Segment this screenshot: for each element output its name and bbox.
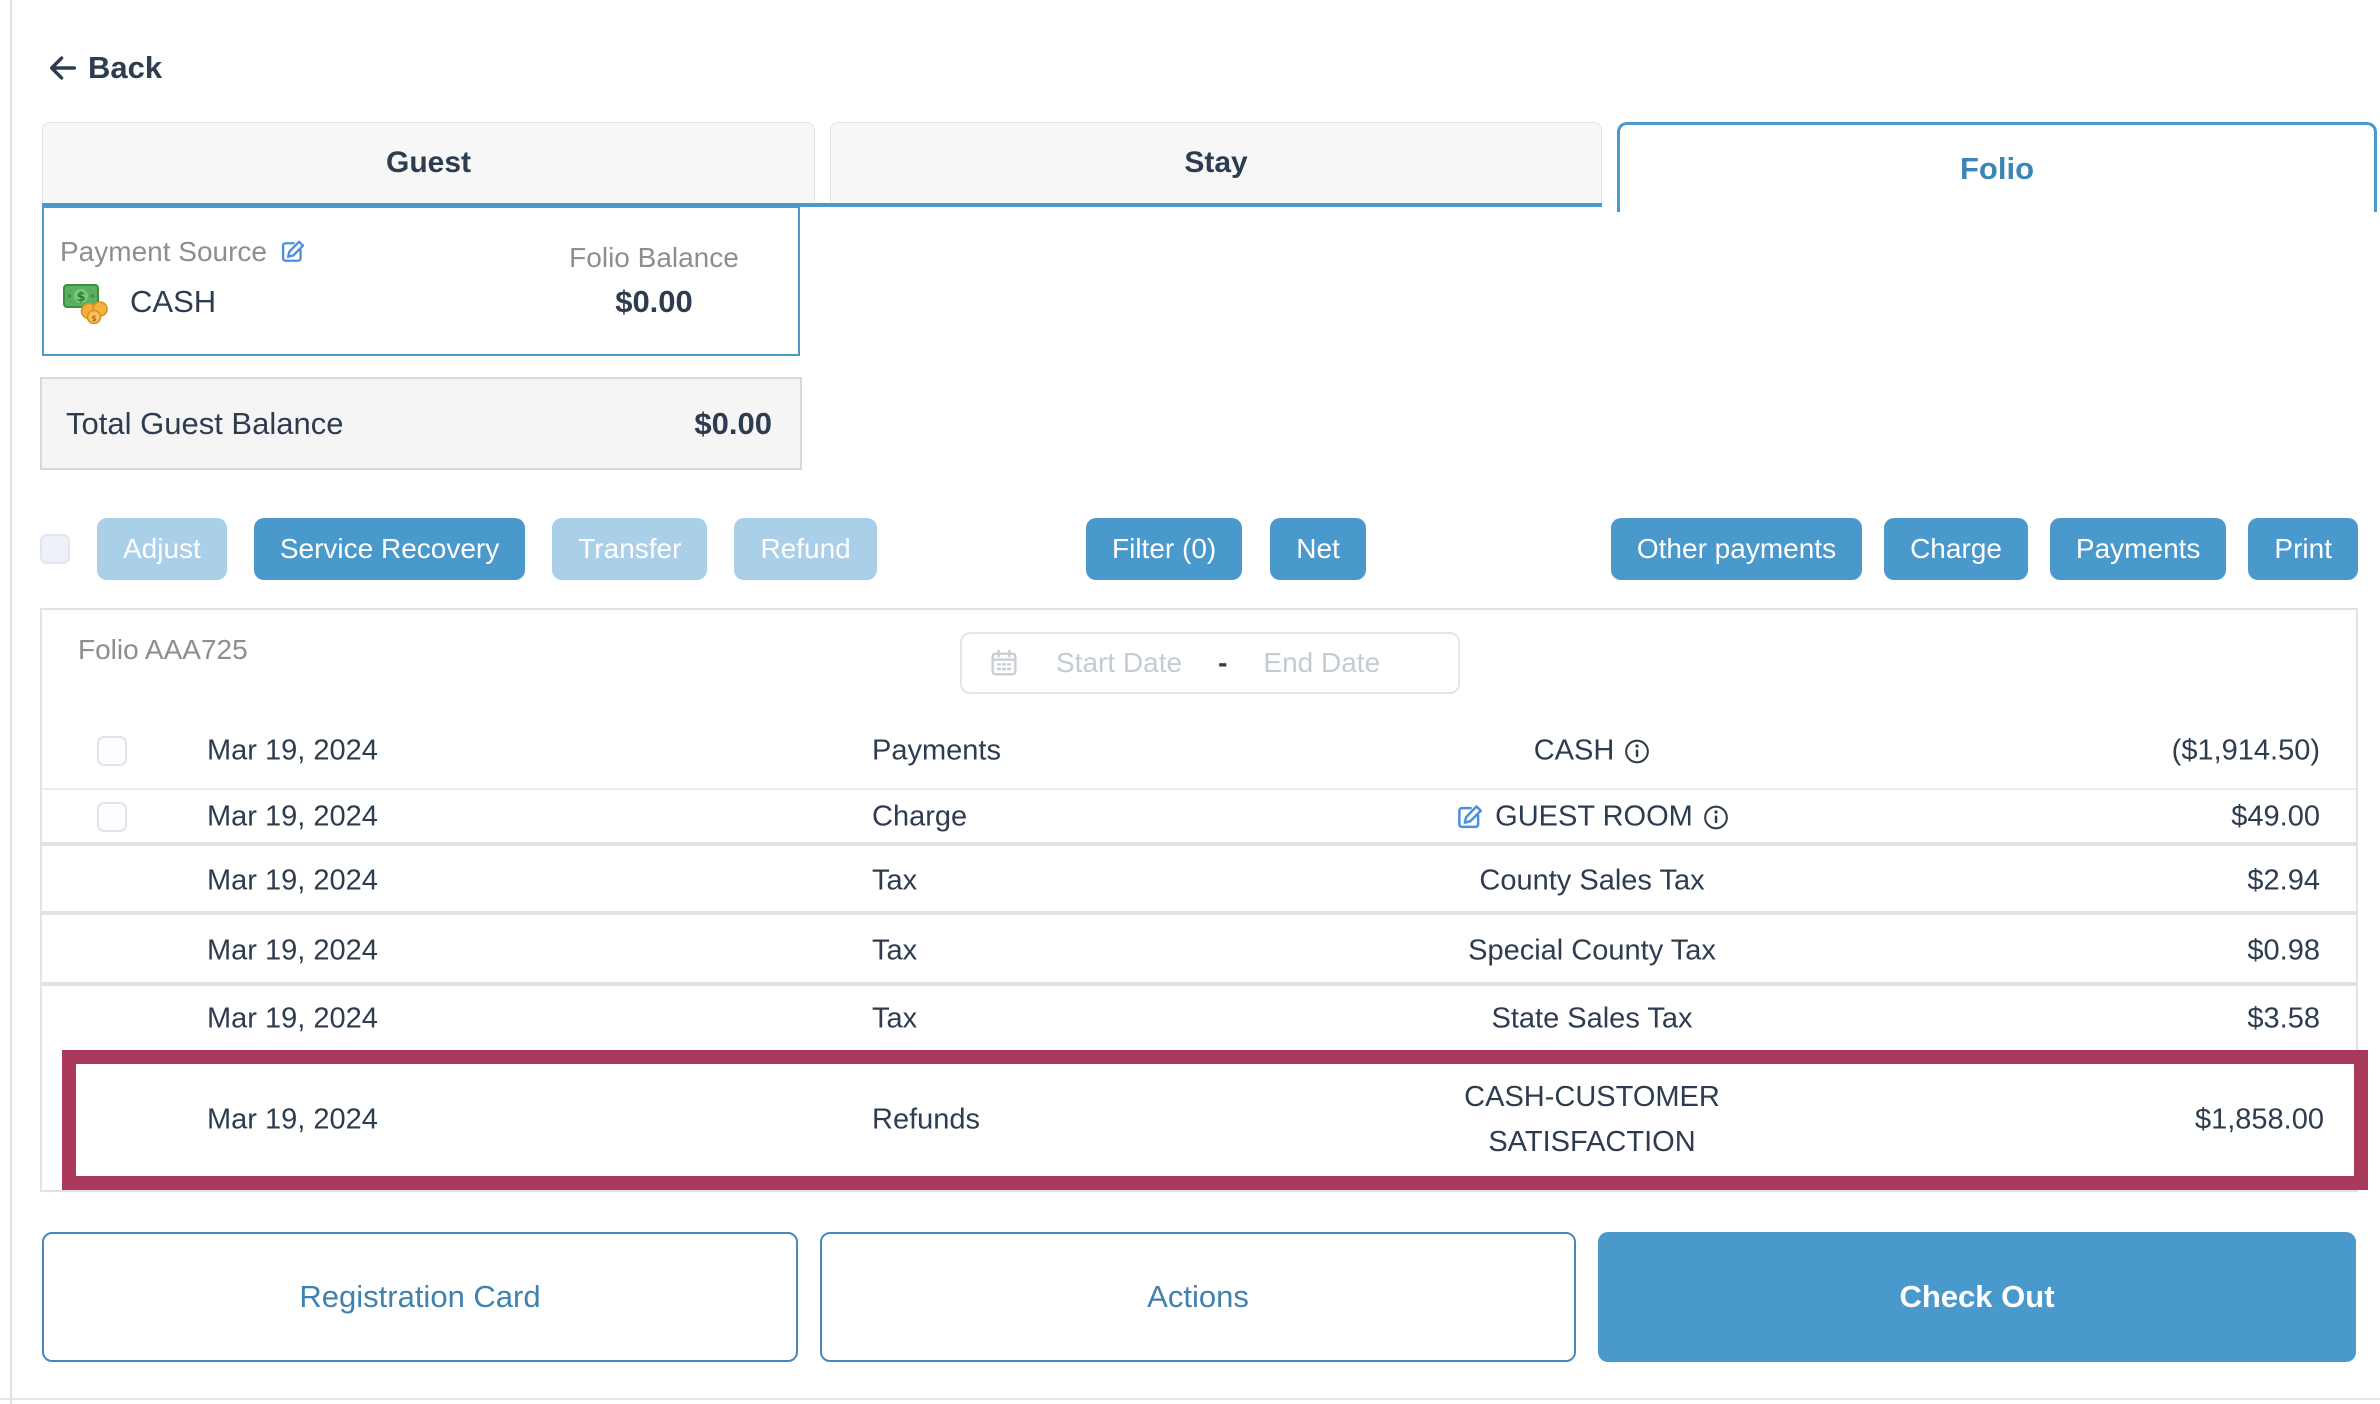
folio-rows: Mar 19, 2024 Payments CASH ($1,914.50) Mar 1… [42, 610, 2368, 1190]
transfer-button[interactable]: Transfer [552, 518, 708, 580]
end-date-placeholder[interactable]: End Date [1263, 647, 1381, 678]
payment-source-label: Payment Source [60, 236, 267, 267]
row-name: GUEST ROOM [1412, 801, 1772, 834]
row-type: Refunds [872, 1103, 981, 1136]
cash-banknote-coins-icon: $ $ [62, 280, 112, 324]
row-name: CASH-CUSTOMER SATISFACTION [1464, 1081, 1720, 1158]
row-amount: $1,858.00 [2194, 1103, 2324, 1136]
payment-source-card: Payment Source $ $ CASH Folio Balance $0… [42, 206, 800, 356]
back-button[interactable]: Back [46, 50, 162, 86]
table-row: Mar 19, 2024 Payments CASH ($1,914.50) [42, 714, 2356, 790]
info-icon[interactable] [1624, 738, 1650, 764]
total-guest-balance-label: Total Guest Balance [66, 405, 344, 441]
row-name: CASH [1412, 735, 1772, 768]
payments-button[interactable]: Payments [2049, 518, 2227, 580]
payment-method-value: CASH [130, 284, 217, 319]
table-row: Mar 19, 2024 Tax State Sales Tax $3.58 [42, 990, 2356, 1048]
calendar-icon [988, 647, 1020, 679]
row-date: Mar 19, 2024 [207, 800, 378, 833]
select-all-checkbox[interactable] [40, 534, 70, 564]
row-name: County Sales Tax [1479, 864, 1705, 896]
window-bottom-line [0, 1398, 2380, 1400]
tab-folio[interactable]: Folio [1617, 122, 2377, 212]
row-type: Payments [872, 734, 1001, 767]
total-guest-balance-value: $0.00 [694, 405, 772, 441]
total-guest-balance: Total Guest Balance $0.00 [40, 377, 802, 470]
other-payments-button[interactable]: Other payments [1610, 518, 1863, 580]
charge-button[interactable]: Charge [1884, 518, 2028, 580]
row-date: Mar 19, 2024 [207, 864, 378, 896]
row-date: Mar 19, 2024 [207, 734, 378, 767]
row-checkbox[interactable] [97, 736, 127, 766]
tab-guest[interactable]: Guest [42, 122, 815, 203]
service-recovery-button[interactable]: Service Recovery [253, 518, 526, 580]
filter-button[interactable]: Filter (0) [1086, 518, 1243, 580]
row-amount: $2.94 [2247, 864, 2320, 896]
tab-stay[interactable]: Stay [830, 122, 1602, 203]
registration-card-button[interactable]: Registration Card [42, 1232, 798, 1362]
row-amount: $3.58 [2247, 1002, 2320, 1035]
svg-text:$: $ [91, 314, 97, 323]
table-row: Mar 19, 2024 Charge GUEST ROOM $49.00 [42, 792, 2356, 846]
row-date: Mar 19, 2024 [207, 1002, 378, 1035]
info-icon[interactable] [1703, 804, 1729, 830]
date-range-input[interactable]: Start Date - End Date [960, 632, 1460, 694]
row-name: Special County Tax [1468, 934, 1716, 966]
date-range-separator: - [1218, 647, 1228, 678]
row-checkbox[interactable] [97, 802, 127, 832]
back-arrow-icon [46, 51, 80, 85]
toolbar-left-group: Adjust Service Recovery Transfer Refund [40, 518, 877, 580]
row-name: State Sales Tax [1491, 1002, 1693, 1035]
table-row: Mar 19, 2024 Tax Special County Tax $0.98 [42, 919, 2356, 986]
window-edge-line [10, 0, 12, 1404]
row-type: Tax [872, 864, 918, 896]
row-amount: $49.00 [2231, 800, 2320, 833]
table-row: Mar 19, 2024 Tax County Sales Tax $2.94 [42, 850, 2356, 915]
net-button[interactable]: Net [1270, 518, 1366, 580]
row-date: Mar 19, 2024 [207, 934, 378, 966]
row-amount: ($1,914.50) [2171, 734, 2320, 767]
refund-button[interactable]: Refund [734, 518, 877, 580]
folio-balance-label: Folio Balance [569, 242, 739, 273]
row-type: Tax [872, 934, 918, 966]
adjust-button[interactable]: Adjust [97, 518, 227, 580]
edit-icon[interactable] [279, 238, 307, 266]
row-amount: $0.98 [2247, 934, 2320, 966]
back-label: Back [88, 50, 163, 85]
tab-underline [42, 203, 1602, 207]
toolbar-middle-group: Filter (0) Net [1086, 518, 1366, 580]
row-type: Tax [872, 1002, 918, 1035]
folio-table: Folio AAA725 Start Date - End Date Mar 1… [40, 608, 2368, 1192]
folio-title: Folio AAA725 [78, 634, 248, 665]
svg-text:$: $ [76, 290, 85, 305]
row-date: Mar 19, 2024 [207, 1103, 378, 1136]
folio-balance-value: $0.00 [615, 284, 693, 319]
edit-icon[interactable] [1455, 802, 1485, 832]
toolbar-right-group: Other payments Charge Payments Print [1610, 518, 2358, 580]
check-out-button[interactable]: Check Out [1598, 1232, 2356, 1362]
print-button[interactable]: Print [2248, 518, 2358, 580]
row-type: Charge [872, 800, 968, 833]
highlighted-table-row: Mar 19, 2024 Refunds CASH-CUSTOMER SATISFA… [62, 1050, 2368, 1190]
actions-button[interactable]: Actions [820, 1232, 1576, 1362]
start-date-placeholder[interactable]: Start Date [1056, 647, 1183, 678]
